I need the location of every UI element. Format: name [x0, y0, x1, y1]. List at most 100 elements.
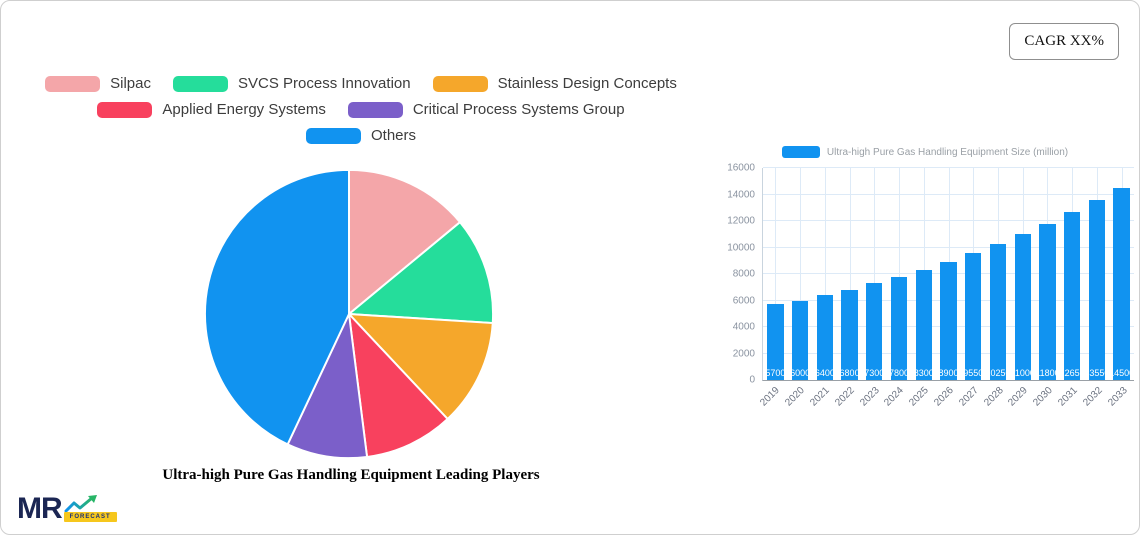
bar-value-label: 5700: [765, 368, 786, 378]
bar-value-label: 9550: [963, 368, 984, 378]
bar-slot: 6000: [788, 168, 813, 380]
bar-2024[interactable]: 7800: [889, 276, 910, 380]
legend-swatch: [45, 75, 101, 92]
bar-slot: 8900: [936, 168, 961, 380]
bar-value-label: 6400: [814, 368, 835, 378]
x-labels: 2019 2020 2021 2022 2023 2024 2025 2026 2027 2028…: [759, 381, 1134, 415]
legend-row: Silpac SVCS Process Innovation Stainless D…: [45, 75, 677, 92]
pie-slice-critical-process-systems-group[interactable]: [286, 310, 369, 460]
bar-slot: 13550: [1084, 168, 1109, 380]
bar-2019[interactable]: 5700: [765, 304, 786, 380]
bar-2027[interactable]: 9550: [963, 253, 984, 380]
legend-swatch: [97, 101, 153, 118]
bar-value-label: 13550: [1084, 368, 1110, 378]
bar-2022[interactable]: 6800: [839, 289, 860, 380]
bar-2033[interactable]: 14500: [1109, 187, 1134, 380]
bar-slot: 14500: [1109, 168, 1134, 380]
bar-value-label: 6800: [839, 368, 860, 378]
bar-chart-legend[interactable]: Ultra-high Pure Gas Handling Equipment S…: [716, 144, 1134, 160]
bar-plot-area: 5700 6000 6400 6800 7300 7800 8300 8900 9550 1025…: [762, 167, 1134, 381]
legend-swatch: [347, 101, 403, 118]
bar-2029[interactable]: 11000: [1011, 234, 1035, 380]
legend-row: Others: [305, 127, 416, 144]
gridline: [763, 220, 1134, 221]
cagr-label: CAGR XX%: [1024, 33, 1104, 49]
bar-legend-label: Ultra-high Pure Gas Handling Equipment S…: [826, 146, 1069, 158]
bars: 5700 6000 6400 6800 7300 7800 8300 8900 9550 1025…: [763, 168, 1134, 380]
bar-slot: 7300: [862, 168, 887, 380]
y-tick-label: 10000: [727, 242, 755, 253]
y-tick-label: 6000: [732, 295, 755, 306]
legend-label: Critical Process Systems Group: [412, 101, 625, 118]
bar-legend-swatch: [781, 146, 820, 158]
bar-slot: 10250: [985, 168, 1010, 380]
legend-item-svcs-process-innovation[interactable]: SVCS Process Innovation: [173, 75, 411, 92]
bar-value-label: 6000: [790, 368, 811, 378]
legend-swatch: [432, 75, 488, 92]
legend-item-critical-process-systems-group[interactable]: Critical Process Systems Group: [347, 101, 625, 118]
y-tick-label: 14000: [727, 189, 755, 200]
legend-item-silpac[interactable]: Silpac: [45, 75, 151, 92]
bar-slot: 6400: [812, 168, 837, 380]
y-tick-label: 0: [749, 374, 755, 386]
legend-label: SVCS Process Innovation: [238, 75, 411, 92]
bar-2025[interactable]: 8300: [913, 270, 934, 380]
bar-2021[interactable]: 6400: [814, 295, 835, 380]
growth-arrow-icon: [64, 495, 97, 513]
bar-value-label: 7300: [864, 368, 885, 378]
bar-value-label: 8300: [913, 368, 934, 378]
legend-label: Applied Energy Systems: [162, 101, 326, 118]
gridline: [763, 167, 1134, 168]
bar-2031[interactable]: 12650: [1060, 212, 1085, 380]
bar-value-label: 10250: [985, 368, 1011, 378]
legend-item-stainless-design-concepts[interactable]: Stainless Design Concepts: [432, 75, 677, 92]
legend-swatch: [173, 75, 228, 92]
y-tick-label: 4000: [732, 321, 755, 333]
y-tick-label: 8000: [732, 268, 755, 280]
cagr-badge[interactable]: CAGR XX%: [1009, 23, 1119, 60]
pie-slice-stainless-design-concepts[interactable]: [346, 312, 494, 421]
legend-item-applied-energy-systems[interactable]: Applied Energy Systems: [97, 101, 326, 118]
bar-slot: 7800: [887, 168, 912, 380]
legend-row: Applied Energy Systems Critical Process S…: [97, 101, 625, 118]
pie-chart-title: Ultra-high Pure Gas Handling Equipment L…: [162, 467, 540, 483]
bar-chart: Ultra-high Pure Gas Handling Equipment S…: [716, 144, 1134, 415]
bar-slot: 12650: [1060, 168, 1085, 380]
bar-slot: 5700: [763, 168, 788, 380]
bar-value-label: 8900: [938, 368, 959, 378]
logo-text: MR: [17, 492, 63, 525]
bar-slot: 9550: [961, 168, 986, 380]
y-tick-label: 16000: [727, 162, 755, 174]
pie-slice-svcs-process-innovation[interactable]: [346, 220, 495, 325]
y-axis: 0 2000 4000 6000 8000 10000 12000 14000 16000: [716, 163, 762, 386]
bar-2030[interactable]: 11800: [1035, 223, 1060, 380]
pie-slice-others[interactable]: [204, 168, 350, 446]
pie-chart: [201, 166, 497, 462]
gridline: [763, 246, 1134, 248]
bar-value-label: 7800: [889, 368, 910, 378]
bar-value-label: 11800: [1035, 368, 1060, 378]
bar-slot: 8300: [911, 168, 936, 380]
legend-swatch: [305, 127, 361, 144]
bar-2020[interactable]: 6000: [790, 300, 811, 380]
legend-label: Others: [370, 127, 416, 144]
bar-slot: 11800: [1035, 168, 1060, 380]
bar-2028[interactable]: 10250: [985, 244, 1010, 380]
bar-plot-row: 0 2000 4000 6000 8000 10000 12000 14000 16000 57…: [716, 163, 1134, 386]
mrforecast-logo: MR FORECAST: [17, 492, 117, 525]
bar-2023[interactable]: 7300: [864, 283, 885, 380]
bar-2032[interactable]: 13550: [1084, 200, 1109, 380]
bar-slot: 6800: [837, 168, 862, 380]
legend-label: Silpac: [110, 75, 151, 92]
pie-slice-silpac[interactable]: [348, 168, 462, 317]
pie-slice-applied-energy-systems[interactable]: [347, 311, 450, 459]
x-axis: 2019 2020 2021 2022 2023 2024 2025 2026 2027 2028…: [716, 381, 1134, 415]
bar-value-label: 12650: [1059, 368, 1085, 378]
logo-badge: FORECAST: [63, 512, 117, 522]
bar-value-label: 11000: [1010, 368, 1035, 378]
bar-value-label: 14500: [1109, 368, 1135, 378]
pie-svg: [204, 168, 495, 460]
bar-2026[interactable]: 8900: [938, 262, 959, 380]
legend-item-others[interactable]: Others: [305, 127, 416, 144]
